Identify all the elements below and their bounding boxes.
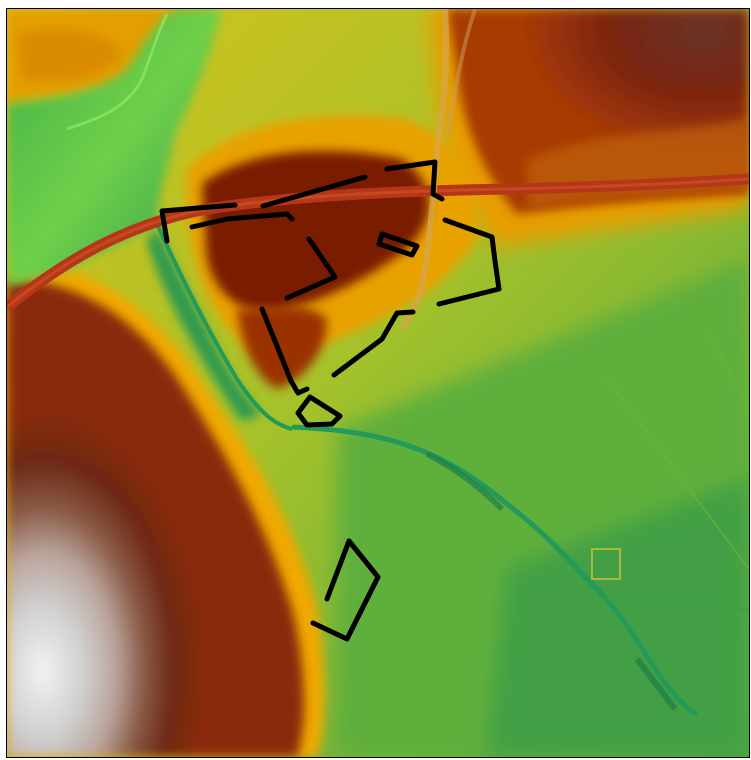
outline-west-segment — [159, 202, 238, 244]
stream-ditch — [634, 657, 678, 711]
outline-southwest-segment — [259, 306, 310, 396]
field-boundary — [706, 328, 749, 410]
stream-main — [291, 424, 699, 717]
outline-central-bend — [284, 236, 338, 301]
elevation-map[interactable] — [7, 9, 749, 757]
stream-northwest — [66, 13, 169, 131]
stream-pool — [425, 451, 505, 512]
northwest-knoll — [17, 29, 122, 81]
outline-northeast-segment — [384, 159, 445, 202]
outline-southern-enclosure — [310, 538, 381, 642]
west-hill — [7, 279, 304, 757]
outline-north-segment — [260, 174, 368, 209]
survey-outlines — [159, 159, 502, 642]
road-surface — [7, 177, 749, 309]
outline-southern-side — [324, 538, 352, 602]
outline-small-enclosure — [376, 231, 420, 258]
outline-south-segment — [331, 309, 416, 378]
field-boundary — [606, 378, 749, 570]
outline-east-enclosure — [436, 217, 502, 307]
lane-branch — [445, 9, 477, 140]
field-enclosure — [591, 548, 621, 580]
northwest-valley — [7, 9, 222, 287]
plateau-spur — [237, 306, 327, 389]
stream-valley — [155, 223, 293, 431]
outline-inner-segment — [189, 211, 295, 230]
field-boundary — [596, 598, 749, 610]
outline-small-pentagon — [295, 394, 343, 428]
green-lowland-deep — [487, 479, 749, 757]
map-frame — [6, 8, 750, 758]
